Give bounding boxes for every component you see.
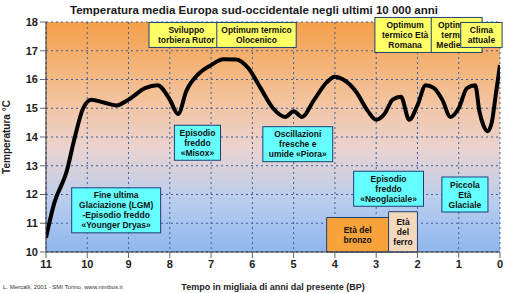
svg-text:Optimum: Optimum [386, 20, 424, 30]
svg-text:-Episodio freddo: -Episodio freddo [82, 210, 150, 220]
svg-text:Optimum: Optimum [438, 19, 476, 30]
svg-text:Medievale: Medievale [436, 39, 477, 50]
svg-text:del: del [397, 227, 409, 237]
svg-text:1: 1 [456, 258, 462, 270]
svg-text:17: 17 [26, 45, 38, 57]
svg-text:termico Età: termico Età [382, 30, 429, 40]
svg-text:Piccola: Piccola [450, 180, 480, 190]
svg-text:4: 4 [332, 258, 339, 270]
svg-text:8: 8 [167, 258, 173, 270]
svg-text:6: 6 [249, 258, 255, 270]
svg-text:attuale: attuale [468, 35, 496, 45]
svg-text:5: 5 [291, 258, 297, 270]
svg-text:7: 7 [208, 258, 214, 270]
svg-text:Temperatura °C: Temperatura °C [8, 100, 12, 174]
svg-text:«Misox»: «Misox» [181, 148, 215, 158]
svg-text:11: 11 [40, 258, 52, 270]
svg-text:Tempo in migliaia di anni dal: Tempo in migliaia di anni dal presente (… [181, 282, 364, 292]
svg-text:Sviluppo: Sviluppo [168, 25, 204, 35]
svg-text:Oscillazioni: Oscillazioni [274, 129, 321, 139]
svg-text:9: 9 [125, 258, 131, 270]
svg-text:umide «Piora»: umide «Piora» [269, 149, 327, 159]
svg-text:14: 14 [26, 131, 39, 143]
svg-text:3: 3 [373, 258, 379, 270]
svg-text:«Younger Dryas»: «Younger Dryas» [82, 220, 152, 230]
svg-text:Glaciale: Glaciale [449, 200, 482, 210]
svg-text:10: 10 [81, 258, 93, 270]
svg-text:Glaciazione (LGM): Glaciazione (LGM) [79, 200, 153, 210]
svg-text:Età: Età [458, 190, 472, 200]
svg-text:12: 12 [26, 188, 38, 200]
svg-text:13: 13 [26, 160, 38, 172]
svg-text:freddo: freddo [184, 138, 210, 148]
svg-text:10: 10 [26, 246, 38, 258]
svg-text:bronzo: bronzo [343, 235, 371, 245]
svg-text:18: 18 [26, 16, 38, 28]
svg-text:ferro: ferro [393, 237, 412, 247]
svg-text:Episodio: Episodio [180, 128, 216, 138]
svg-text:«Neoglaciale»: «Neoglaciale» [360, 194, 417, 204]
svg-text:Optimum termico: Optimum termico [221, 25, 291, 35]
svg-text:Romana: Romana [388, 40, 422, 50]
svg-text:Fine ultima: Fine ultima [94, 190, 139, 200]
svg-text:freddo: freddo [375, 184, 401, 194]
html-text:Temperatura media Europa sud-o: Temperatura media Europa sud-occidentale… [70, 4, 438, 16]
svg-text:Clima: Clima [470, 25, 493, 35]
svg-text:15: 15 [26, 102, 38, 114]
svg-text:termico: termico [441, 29, 472, 40]
svg-text:Episodio: Episodio [371, 174, 407, 184]
svg-text:torbiera Rutor: torbiera Rutor [158, 35, 215, 45]
svg-text:Età: Età [396, 217, 410, 227]
svg-text:0: 0 [497, 258, 500, 270]
svg-text:Olocenico: Olocenico [236, 35, 277, 45]
svg-text:Età del: Età del [344, 225, 372, 235]
html-text:L. Mercalli, 2001 - SMI Torino: L. Mercalli, 2001 - SMI Torino, www.nimb… [3, 284, 123, 290]
svg-text:2: 2 [414, 258, 420, 270]
svg-text:11: 11 [26, 217, 38, 229]
svg-text:fresche e: fresche e [279, 139, 317, 149]
svg-text:16: 16 [26, 73, 38, 85]
